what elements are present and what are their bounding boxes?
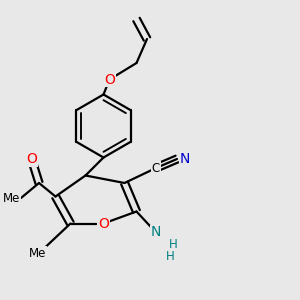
Text: N: N [151, 226, 161, 239]
Text: H: H [169, 238, 178, 251]
Text: C: C [152, 161, 160, 175]
Text: O: O [98, 217, 109, 230]
Text: Me: Me [3, 191, 21, 205]
Text: N: N [179, 152, 190, 166]
Text: H: H [166, 250, 175, 263]
Text: O: O [104, 73, 115, 86]
Text: Me: Me [29, 247, 46, 260]
Text: O: O [26, 152, 37, 166]
